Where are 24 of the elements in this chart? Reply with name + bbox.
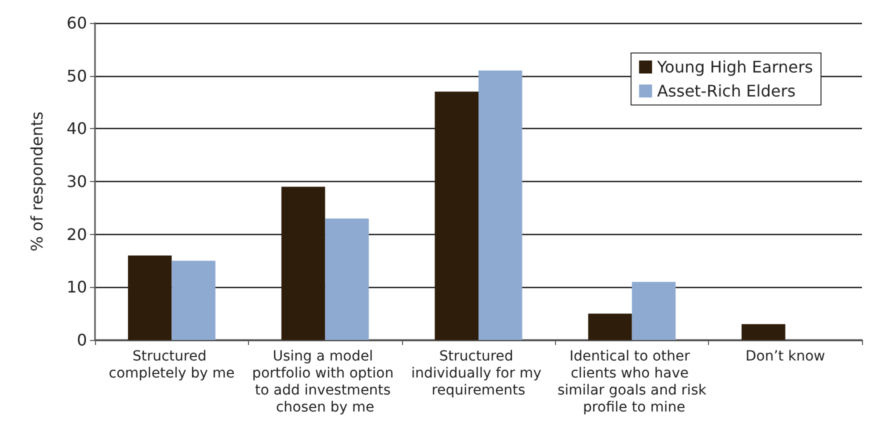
bar xyxy=(632,282,676,340)
x-tick-label: Structured individually for my requirements xyxy=(411,348,546,398)
x-tick-label: Using a model portfolio with option to add investments chosen by me xyxy=(252,348,398,416)
bar xyxy=(478,70,522,340)
y-tick-label: 0 xyxy=(76,330,87,350)
y-tick-label: 60 xyxy=(66,14,87,32)
bar xyxy=(742,324,786,340)
y-axis-title: % of respondents xyxy=(28,111,46,252)
x-tick-label: Don’t know xyxy=(745,348,826,364)
legend-label: Asset-Rich Elders xyxy=(657,82,796,100)
y-tick-label: 20 xyxy=(66,224,87,244)
bar xyxy=(434,92,478,340)
bar xyxy=(172,260,216,340)
legend-label: Young High Earners xyxy=(656,58,814,76)
x-tick-label: Structured completely by me xyxy=(108,348,235,382)
y-tick-label: 30 xyxy=(66,172,87,191)
y-tick-label: 50 xyxy=(66,66,87,86)
y-tick-label: 10 xyxy=(66,278,87,297)
y-tick-label: 40 xyxy=(66,119,87,138)
bar xyxy=(281,186,326,340)
bar xyxy=(588,314,632,340)
x-tick-label: Identical to other clients who have similar goals and risk profile to mine xyxy=(557,348,708,416)
bar xyxy=(128,255,172,340)
bar xyxy=(325,218,369,340)
